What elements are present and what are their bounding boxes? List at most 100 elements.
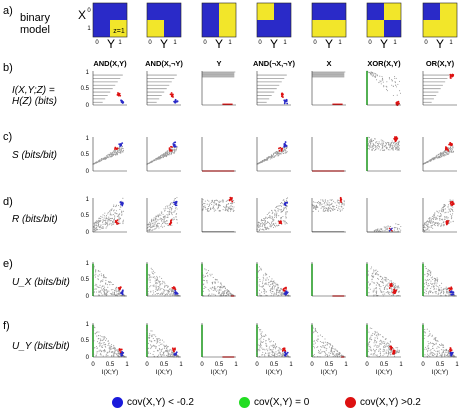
data-point [212, 286, 214, 288]
data-point [165, 221, 167, 223]
data-point [445, 286, 447, 288]
data-point [427, 269, 429, 271]
data-point [122, 148, 124, 150]
data-point [273, 286, 276, 288]
data-point [284, 151, 286, 153]
data-point [375, 291, 377, 293]
data-point [328, 204, 330, 206]
data-point [167, 210, 169, 213]
data-point [110, 289, 112, 291]
data-point [176, 219, 178, 221]
data-point [282, 152, 284, 154]
model-frame [92, 2, 128, 38]
data-point [115, 154, 117, 156]
data-point [152, 226, 154, 228]
data-point [430, 287, 432, 289]
data-point [202, 204, 204, 206]
data-point [113, 292, 116, 294]
data-point [444, 216, 446, 218]
data-point [154, 280, 156, 282]
data-point [335, 355, 337, 357]
data-point [148, 162, 150, 165]
data-point [164, 209, 166, 211]
data-point [379, 280, 382, 283]
data-point [392, 144, 394, 146]
data-point [118, 291, 120, 293]
data-point [374, 334, 376, 336]
data-point [103, 217, 105, 219]
data-point [317, 338, 319, 340]
data-point [375, 149, 377, 151]
data-point [423, 163, 425, 165]
data-point [329, 199, 331, 201]
data-point [282, 147, 284, 149]
data-point [343, 200, 345, 202]
cov-point [121, 291, 123, 294]
data-point [283, 221, 285, 223]
data-point [94, 274, 96, 276]
cov-point [121, 102, 124, 104]
data-point [156, 225, 158, 227]
data-point [376, 273, 378, 275]
data-point [109, 345, 111, 347]
data-point [278, 355, 280, 357]
data-point [117, 355, 120, 357]
data-point [435, 342, 437, 344]
data-point [225, 200, 227, 203]
data-point [312, 326, 314, 328]
data-point [269, 225, 271, 227]
data-point [317, 349, 320, 352]
data-point [375, 142, 377, 144]
cov-point [394, 292, 396, 295]
data-point [312, 205, 314, 207]
data-point [207, 210, 209, 212]
data-point [429, 343, 431, 345]
data-point [270, 225, 272, 227]
data-point [279, 153, 282, 155]
data-point [273, 288, 275, 290]
data-point [386, 278, 388, 280]
data-point [395, 223, 397, 225]
data-point [429, 341, 432, 343]
data-point [118, 204, 120, 207]
data-point [382, 149, 384, 151]
data-point [271, 157, 273, 159]
data-point [435, 222, 437, 224]
data-point [278, 215, 280, 217]
data-point [386, 349, 388, 351]
data-point [260, 332, 262, 334]
data-point [156, 282, 158, 284]
data-point [106, 292, 108, 295]
data-point [430, 290, 432, 293]
data-point [337, 207, 339, 209]
data-point [448, 291, 450, 293]
data-point [375, 74, 377, 76]
data-point [95, 355, 97, 357]
data-point [160, 224, 162, 226]
data-point [107, 355, 109, 357]
data-point [325, 204, 327, 206]
data-point [264, 225, 266, 227]
data-point [260, 161, 262, 163]
data-point [111, 155, 113, 157]
data-point [175, 207, 177, 209]
data-point [153, 219, 155, 221]
data-point [120, 149, 123, 151]
data-point [388, 282, 390, 284]
data-point [103, 276, 106, 278]
model-cell [257, 20, 274, 37]
data-point [424, 162, 426, 164]
data-point [285, 222, 288, 224]
model-cell [202, 20, 219, 37]
data-point [99, 349, 101, 351]
data-point [106, 290, 108, 292]
data-point [96, 221, 98, 223]
data-point [167, 286, 169, 288]
data-point [328, 342, 330, 345]
data-point [213, 202, 215, 204]
data-point [105, 155, 108, 157]
data-point [225, 208, 227, 210]
data-point [390, 292, 392, 294]
data-point [100, 280, 102, 282]
data-point [223, 290, 225, 292]
